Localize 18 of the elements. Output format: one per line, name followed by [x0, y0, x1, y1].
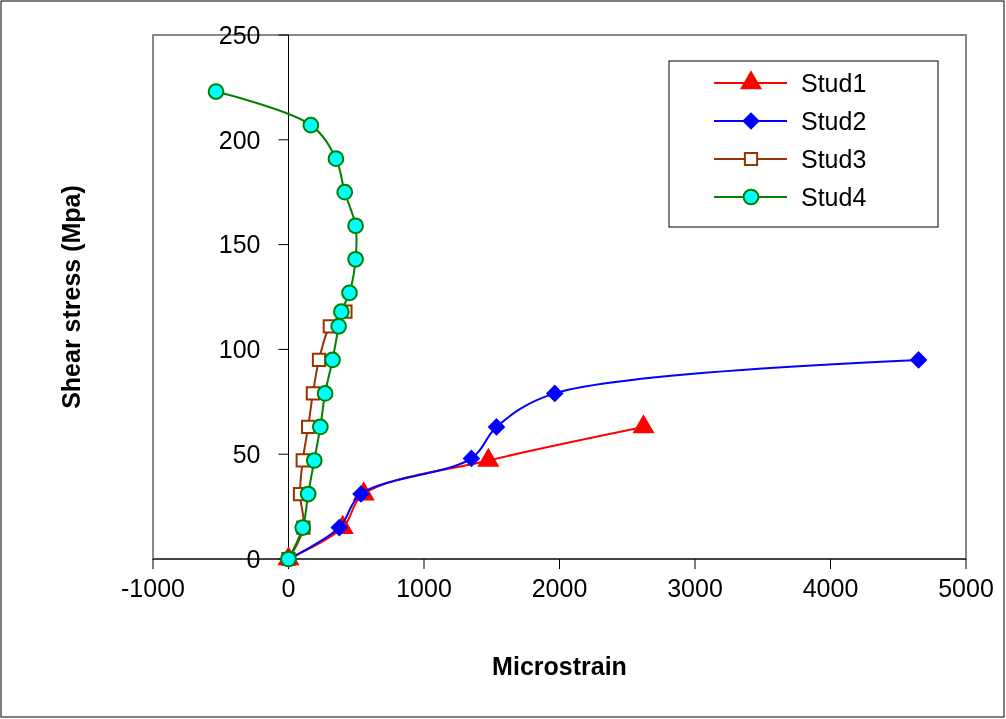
- x-axis-title: Microstrain: [492, 652, 627, 680]
- y-tick-label: 150: [218, 230, 261, 259]
- y-tick-label: 200: [218, 125, 261, 154]
- x-tick-label: 0: [281, 574, 296, 602]
- x-tick-label: 5000: [938, 574, 994, 602]
- legend-label: Stud3: [801, 144, 867, 173]
- legend-label: Stud2: [801, 106, 867, 135]
- legend-label: Stud4: [801, 182, 867, 211]
- y-tick-label: 250: [218, 20, 261, 49]
- y-axis-title: Shear stress (Mpa): [57, 185, 85, 409]
- x-tick-label: -1000: [121, 574, 185, 602]
- x-tick-label: 4000: [802, 574, 859, 602]
- y-tick-label: 100: [218, 335, 261, 364]
- y-tick-label: 50: [232, 439, 261, 468]
- x-tick-label: 1000: [396, 574, 452, 602]
- x-tick-label: 3000: [667, 574, 723, 602]
- x-tick-label: 2000: [531, 574, 588, 602]
- legend-label: Stud1: [801, 68, 867, 97]
